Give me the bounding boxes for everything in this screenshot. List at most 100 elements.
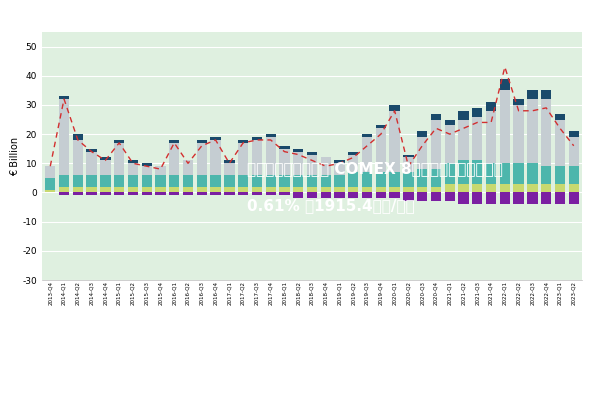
Bar — [86, 149, 97, 152]
Bar — [569, 131, 579, 137]
Bar — [445, 184, 455, 192]
Bar — [362, 192, 372, 198]
Bar — [472, 184, 482, 192]
Bar — [73, 134, 83, 140]
Bar — [100, 175, 110, 187]
Bar — [293, 192, 304, 198]
Bar — [417, 192, 427, 201]
Bar — [155, 175, 166, 187]
Bar — [445, 192, 455, 201]
Bar — [155, 187, 166, 192]
Bar — [197, 192, 207, 195]
Bar — [500, 192, 510, 204]
Bar — [211, 140, 221, 175]
Bar — [500, 184, 510, 192]
Bar — [514, 192, 524, 204]
Bar — [279, 149, 290, 175]
Bar — [86, 192, 97, 195]
Bar — [334, 160, 345, 163]
Bar — [445, 125, 455, 163]
Bar — [431, 120, 441, 169]
Bar — [45, 190, 55, 192]
Bar — [389, 187, 400, 192]
Bar — [348, 172, 358, 187]
Bar — [472, 160, 482, 184]
Bar — [128, 192, 138, 195]
Bar — [527, 163, 538, 184]
Bar — [541, 166, 551, 184]
Bar — [100, 158, 110, 160]
Bar — [266, 187, 276, 192]
Bar — [73, 187, 83, 192]
Bar — [142, 192, 152, 195]
Bar — [458, 184, 469, 192]
Bar — [445, 163, 455, 184]
Bar — [541, 99, 551, 166]
Bar — [293, 152, 304, 175]
Bar — [252, 140, 262, 175]
Bar — [293, 187, 304, 192]
Bar — [45, 178, 55, 190]
Bar — [403, 172, 413, 187]
Bar — [279, 192, 290, 195]
Bar — [403, 158, 413, 172]
Bar — [307, 152, 317, 154]
Bar — [183, 192, 193, 195]
Bar — [224, 175, 235, 187]
Bar — [486, 111, 496, 163]
Bar — [114, 187, 124, 192]
Bar — [169, 175, 179, 187]
Bar — [334, 192, 345, 198]
Bar — [73, 192, 83, 195]
Bar — [142, 166, 152, 175]
Bar — [266, 134, 276, 137]
Bar — [59, 175, 69, 187]
Bar — [334, 163, 345, 175]
Bar — [527, 90, 538, 99]
Bar — [238, 175, 248, 187]
Bar — [169, 143, 179, 175]
Bar — [417, 131, 427, 137]
Y-axis label: € Billion: € Billion — [10, 136, 20, 176]
Bar — [431, 169, 441, 187]
Bar — [472, 192, 482, 204]
Bar — [527, 184, 538, 192]
Bar — [197, 140, 207, 143]
Bar — [197, 143, 207, 175]
Bar — [362, 187, 372, 192]
Bar — [142, 163, 152, 166]
Bar — [458, 111, 469, 120]
Bar — [238, 187, 248, 192]
Bar — [59, 99, 69, 175]
Bar — [45, 166, 55, 178]
Bar — [114, 143, 124, 175]
Bar — [389, 192, 400, 198]
Bar — [224, 163, 235, 175]
Bar — [224, 160, 235, 163]
Bar — [293, 149, 304, 152]
Bar — [183, 187, 193, 192]
Bar — [142, 175, 152, 187]
Bar — [211, 175, 221, 187]
Bar — [128, 175, 138, 187]
Bar — [348, 154, 358, 172]
Bar — [114, 140, 124, 143]
Bar — [307, 175, 317, 187]
Bar — [403, 192, 413, 201]
Bar — [417, 169, 427, 187]
Text: 止股融资利息怎么算 COMEX 8月黄金期货结算价收跌: 止股融资利息怎么算 COMEX 8月黄金期货结算价收跌 — [247, 161, 503, 176]
Bar — [569, 137, 579, 166]
Bar — [252, 192, 262, 195]
Bar — [114, 192, 124, 195]
Bar — [252, 137, 262, 140]
Bar — [348, 187, 358, 192]
Bar — [307, 192, 317, 198]
Bar — [362, 134, 372, 137]
Bar — [569, 192, 579, 204]
Bar — [224, 187, 235, 192]
Bar — [500, 79, 510, 90]
Bar — [142, 187, 152, 192]
Bar — [417, 187, 427, 192]
Bar — [252, 187, 262, 192]
Bar — [266, 175, 276, 187]
